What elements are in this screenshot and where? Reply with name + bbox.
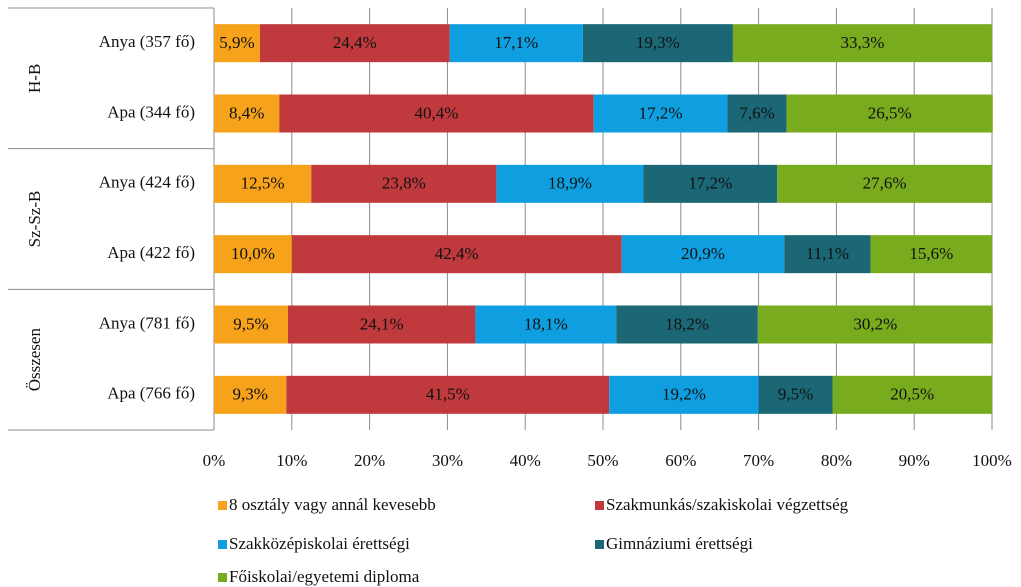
group-label: Összesen	[25, 328, 44, 392]
y-tick-label: Anya (424 fő)	[99, 173, 195, 192]
y-tick-label: Apa (422 fő)	[107, 243, 195, 262]
data-label: 5,9%	[219, 33, 254, 52]
data-label: 20,5%	[890, 385, 934, 404]
x-tick-label: 60%	[665, 451, 696, 470]
y-tick-label: Anya (357 fő)	[99, 32, 195, 51]
x-tick-label: 90%	[899, 451, 930, 470]
legend-swatch	[218, 501, 227, 510]
data-label: 27,6%	[863, 174, 907, 193]
legend-swatch	[595, 540, 604, 549]
data-label: 12,5%	[241, 174, 285, 193]
x-tick-label: 70%	[743, 451, 774, 470]
data-label: 17,1%	[494, 33, 538, 52]
bar-segment	[621, 235, 785, 274]
bar-segment	[214, 94, 280, 133]
y-tick-label: Anya (781 fő)	[99, 313, 195, 332]
legend-swatch	[218, 573, 227, 582]
legend-label: 8 osztály vagy annál kevesebb	[229, 495, 436, 514]
data-label: 20,9%	[681, 244, 725, 263]
bar-segment	[609, 375, 759, 414]
bar-segment	[582, 24, 733, 63]
x-tick-label: 50%	[587, 451, 618, 470]
bar-segment	[214, 305, 288, 344]
data-label: 40,4%	[415, 103, 459, 122]
data-label: 24,1%	[360, 314, 404, 333]
data-label: 9,3%	[232, 385, 267, 404]
bar-segment	[214, 235, 292, 274]
bar-segment	[475, 305, 617, 344]
group-label: Sz-Sz-B	[25, 191, 44, 248]
data-label: 30,2%	[853, 314, 897, 333]
bar-segment	[777, 164, 992, 203]
bar-segment	[786, 94, 993, 133]
data-label: 33,3%	[841, 33, 885, 52]
x-tick-label: 80%	[821, 451, 852, 470]
bar-segment	[279, 94, 594, 133]
bar-segment	[287, 305, 476, 344]
bar-segment	[593, 94, 728, 133]
x-tick-label: 0%	[203, 451, 226, 470]
data-label: 11,1%	[806, 244, 849, 263]
bar-segment	[259, 24, 450, 63]
bar-segment	[291, 235, 622, 274]
data-label: 9,5%	[233, 314, 268, 333]
data-label: 18,1%	[524, 314, 568, 333]
bar-segment	[496, 164, 644, 203]
x-tick-label: 10%	[276, 451, 307, 470]
data-label: 24,4%	[333, 33, 377, 52]
bar-segment	[727, 94, 787, 133]
data-label: 19,3%	[636, 33, 680, 52]
bar-segment	[643, 164, 778, 203]
bar-segment	[214, 164, 312, 203]
legend-swatch	[595, 501, 604, 510]
x-tick-label: 40%	[510, 451, 541, 470]
data-label: 9,5%	[778, 385, 813, 404]
legend-swatch	[218, 540, 227, 549]
data-label: 41,5%	[426, 385, 470, 404]
bar-segment	[214, 375, 287, 414]
bar-segment	[732, 24, 992, 63]
bar-segment	[870, 235, 992, 274]
bar-segment	[449, 24, 583, 63]
data-label: 10,0%	[231, 244, 275, 263]
data-label: 18,2%	[665, 314, 709, 333]
data-label: 17,2%	[639, 103, 683, 122]
data-label: 26,5%	[868, 103, 912, 122]
data-label: 18,9%	[548, 174, 592, 193]
y-tick-label: Apa (766 fő)	[107, 384, 195, 403]
bar-segment	[758, 375, 833, 414]
bar-segment	[214, 24, 260, 63]
bar-segment	[616, 305, 758, 344]
legend-label: Szakmunkás/szakiskolai végzettség	[606, 495, 849, 514]
bar-segment	[784, 235, 871, 274]
data-label: 8,4%	[229, 103, 264, 122]
legend-label: Gimnáziumi érettségi	[606, 534, 753, 553]
data-label: 7,6%	[739, 103, 774, 122]
data-label: 42,4%	[435, 244, 479, 263]
data-label: 23,8%	[382, 174, 426, 193]
bar-segment	[311, 164, 497, 203]
bar-segment	[286, 375, 610, 414]
bar-segment	[757, 305, 993, 344]
data-label: 19,2%	[662, 385, 706, 404]
bar-segment	[832, 375, 992, 414]
x-tick-label: 30%	[432, 451, 463, 470]
group-label: H-B	[25, 64, 44, 93]
data-label: 17,2%	[688, 174, 732, 193]
data-label: 15,6%	[909, 244, 953, 263]
x-tick-label: 20%	[354, 451, 385, 470]
y-tick-label: Apa (344 fő)	[107, 102, 195, 121]
legend-label: Főiskolai/egyetemi diploma	[229, 567, 420, 586]
legend-label: Szakközépiskolai érettségi	[229, 534, 410, 553]
x-tick-label: 100%	[972, 451, 1012, 470]
